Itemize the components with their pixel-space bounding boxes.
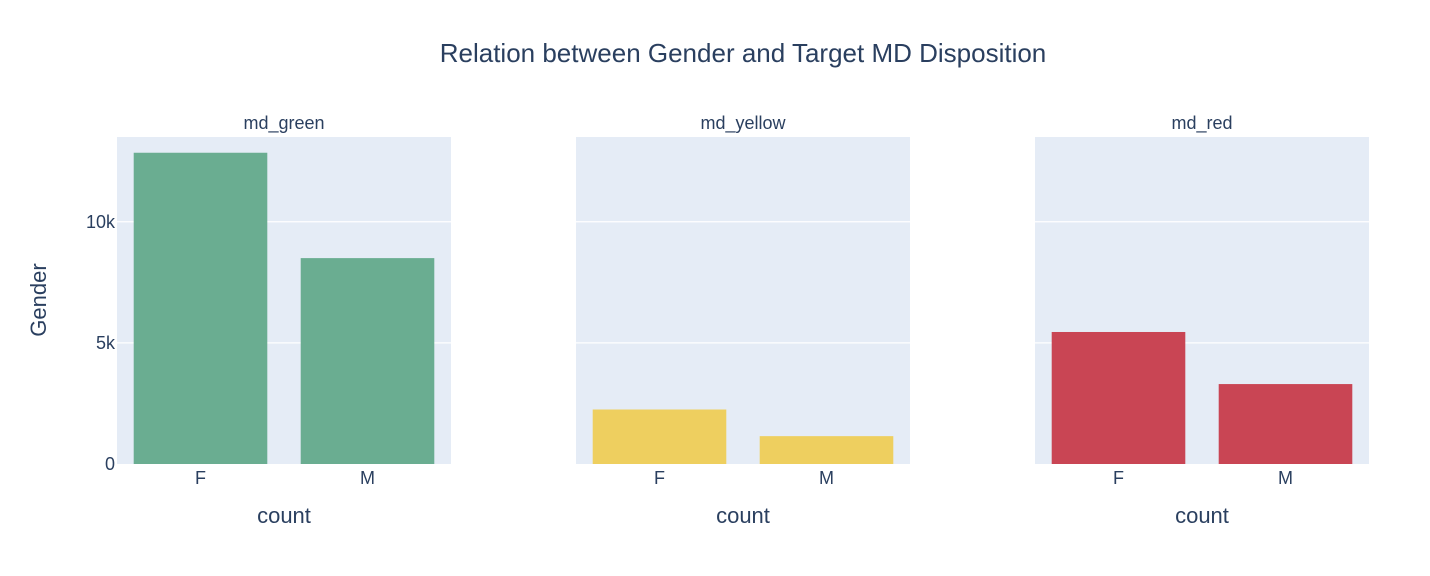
chart-title: Relation between Gender and Target MD Di… (440, 38, 1047, 68)
x-tick-label: M (360, 468, 375, 488)
bar-M (300, 258, 435, 464)
bar-F (133, 152, 268, 464)
x-tick-label: M (819, 468, 834, 488)
y-tick-label: 0 (105, 454, 115, 474)
x-tick-label: F (654, 468, 665, 488)
x-tick-label: F (1113, 468, 1124, 488)
y-axis-title: Gender (26, 263, 51, 336)
panel-title: md_yellow (700, 113, 786, 134)
y-tick-label: 10k (86, 212, 116, 232)
bar-F (592, 409, 727, 464)
bar-M (1218, 384, 1353, 464)
panel-title: md_red (1171, 113, 1232, 134)
panel-title: md_green (243, 113, 324, 134)
x-axis-title: count (716, 503, 770, 528)
x-axis-title: count (257, 503, 311, 528)
x-tick-label: M (1278, 468, 1293, 488)
y-tick-label: 5k (96, 333, 116, 353)
x-tick-label: F (195, 468, 206, 488)
bar-M (759, 436, 894, 464)
bar-F (1051, 331, 1186, 464)
x-axis-title: count (1175, 503, 1229, 528)
